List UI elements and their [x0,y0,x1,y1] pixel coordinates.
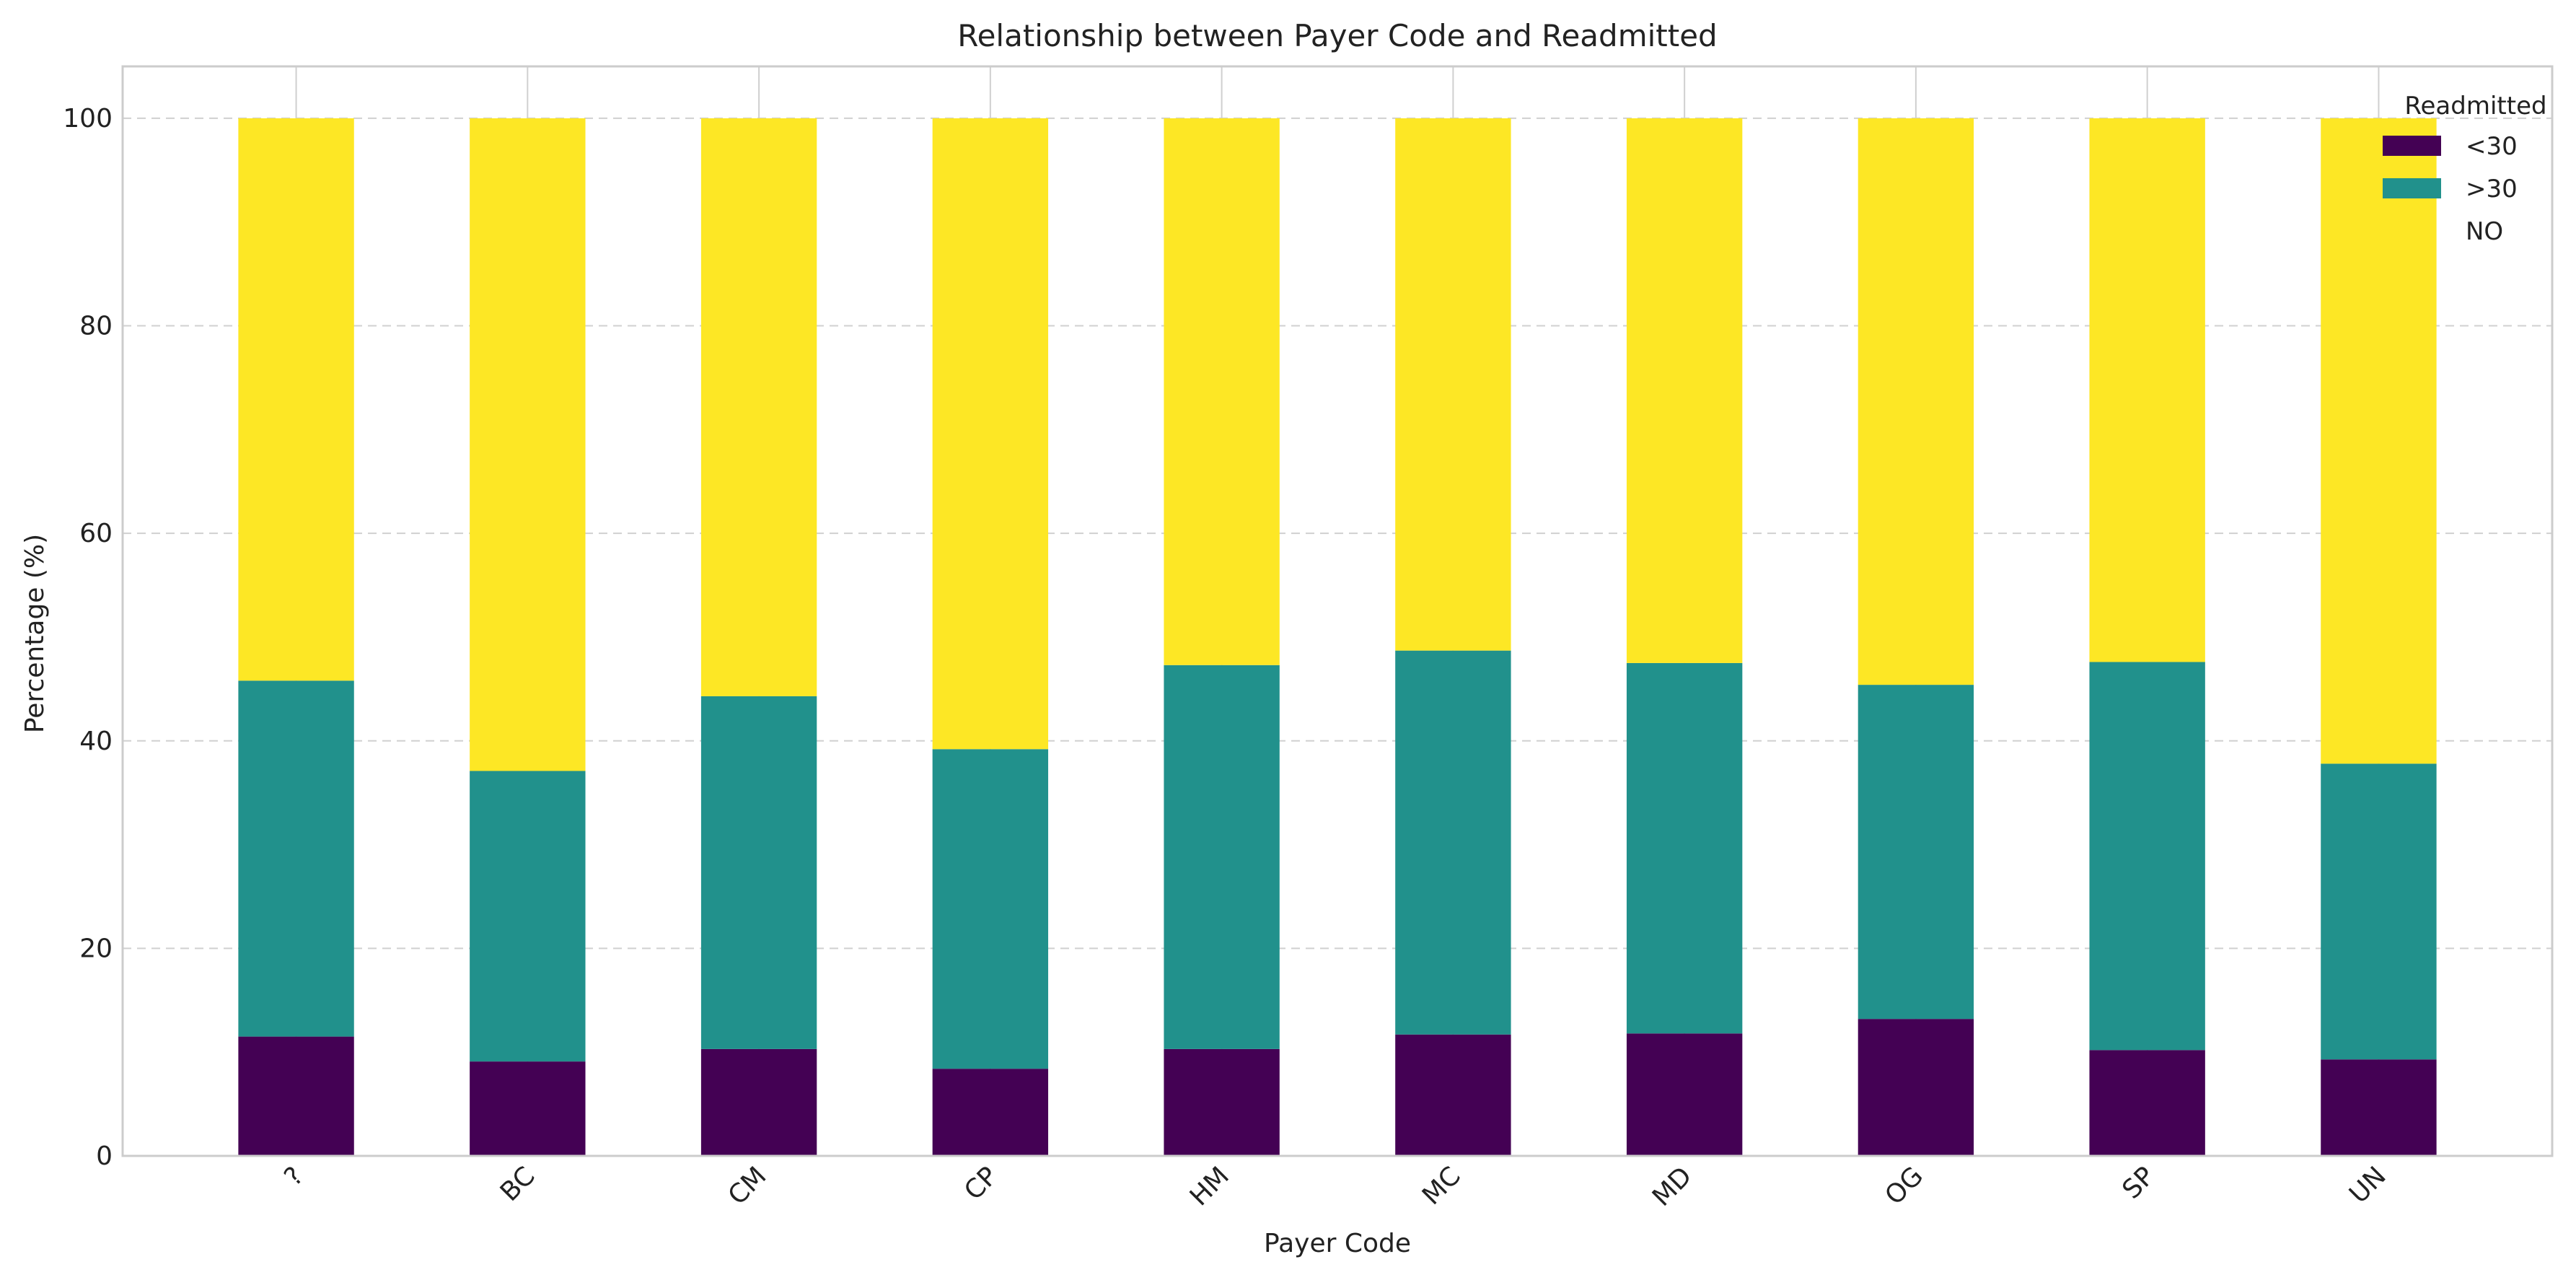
x-tick-label: SP [2117,1161,2161,1205]
bar-segment [470,771,586,1062]
bar-segment [1626,662,1743,1034]
bar-segment [932,1069,1049,1156]
bar-segment [1395,650,1511,1035]
legend-label: <30 [2466,132,2518,161]
bar-segment [2089,1050,2205,1156]
chart-title: Relationship between Payer Code and Read… [957,18,1717,53]
bar-segment [238,118,354,681]
x-tick-label: BC [495,1161,541,1207]
bar-segment [238,680,354,1037]
legend-label: >30 [2466,175,2518,203]
bar-segment [1164,665,1280,1049]
bar-segment [1164,118,1280,665]
bar-segment [2321,118,2437,764]
bar-segment [1858,118,1974,685]
bar-segment [700,696,817,1049]
bar-segment [470,1061,586,1156]
bar-segment [1395,1034,1511,1156]
y-tick-label: 40 [79,727,113,756]
x-tick-label: MD [1647,1161,1698,1212]
bar-segment [1626,118,1743,663]
bar-segment [700,118,817,696]
bar-segment [1858,1019,1974,1156]
y-tick-label: 80 [79,312,113,341]
bar-segment [2321,1059,2437,1156]
bar-segment [932,749,1049,1069]
y-axis-label: Percentage (%) [20,534,50,733]
bar-segment [2321,763,2437,1060]
x-tick-label: UN [2344,1161,2392,1209]
bar-segment [2089,118,2205,662]
y-tick-label: 60 [79,519,113,548]
legend-swatch [2383,178,2441,198]
plot-frame [121,65,2554,1157]
legend-swatch [2383,136,2441,156]
bar-segment [1164,1048,1280,1156]
bar-segment [2089,662,2205,1051]
x-tick-label: MC [1417,1161,1467,1211]
bar-segment [470,118,586,771]
x-tick-label: HM [1184,1161,1235,1211]
bar-segment [1626,1033,1743,1156]
bar-segment [700,1048,817,1156]
y-tick-label: 0 [96,1141,113,1171]
x-tick-label: CP [959,1161,1003,1206]
bar-segment [238,1036,354,1156]
bar-segment [1858,685,1974,1020]
legend-label: NO [2466,217,2503,246]
y-tick-label: 20 [79,934,113,963]
x-axis-label: Payer Code [1264,1229,1411,1258]
bar-segment [932,118,1049,750]
x-tick-label: OG [1880,1161,1930,1211]
plot-area: 0 20 40 60 80 100? BC CM CP HM MC MD OG SP UN [63,65,2554,1212]
x-tick-label: ? [278,1161,309,1192]
legend-title: Readmitted [2404,92,2546,120]
y-tick-label: 100 [63,104,113,133]
bar-segment [1395,118,1511,651]
x-tick-label: CM [723,1161,773,1211]
legend: Readmitted <30 >30 NO [2383,92,2547,246]
